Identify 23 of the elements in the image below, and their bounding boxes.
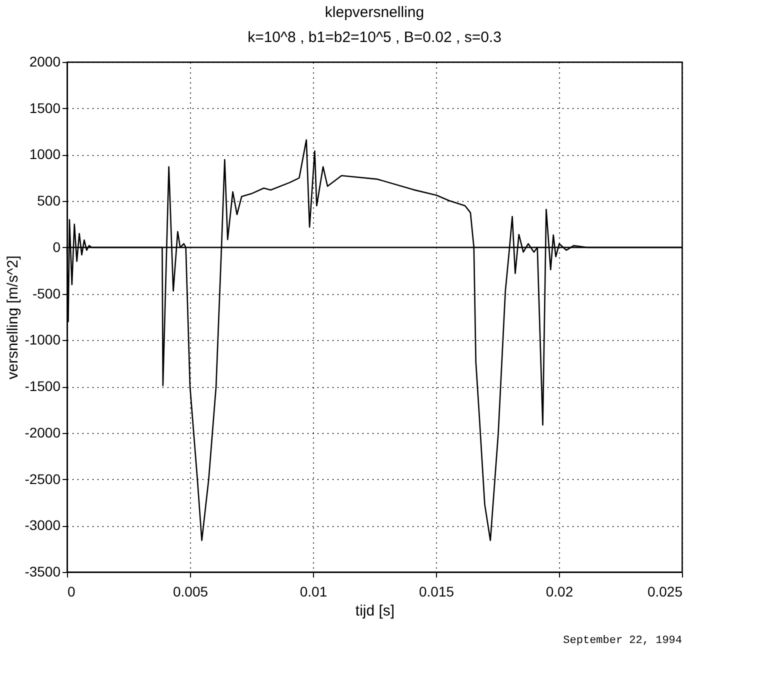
- y-tick-label: -500: [32, 285, 61, 302]
- x-tick-label: 0.01: [300, 584, 328, 600]
- y-tick-label: 0: [52, 238, 61, 255]
- x-tick-label: 0: [68, 584, 76, 600]
- y-axis-title: versnelling [m/s^2]: [4, 256, 22, 380]
- chart-title: klepversnelling: [324, 4, 424, 21]
- chart-subtitle: k=10^8 , b1=b2=10^5 , B=0.02 , s=0.3: [248, 29, 502, 46]
- y-tick-label: -1000: [24, 332, 61, 348]
- x-tick-label: 0.025: [647, 584, 683, 600]
- x-tick-label: 0.015: [418, 584, 454, 600]
- x-tick-label: 0.02: [546, 584, 574, 600]
- x-axis-title: tijd [s]: [355, 602, 395, 620]
- y-tick-label: 1500: [29, 100, 61, 116]
- x-tick-label: 0.005: [172, 584, 208, 600]
- y-tick-label: -3500: [24, 564, 61, 580]
- y-tick-label: 1000: [29, 146, 61, 162]
- y-tick-label: -1500: [24, 378, 61, 394]
- y-tick-label: 500: [37, 192, 61, 209]
- y-tick-label: -3000: [24, 517, 61, 534]
- y-tick-label: -2000: [24, 424, 61, 440]
- text: September 22, 1994: [563, 635, 682, 647]
- y-tick-label: 2000: [29, 54, 61, 70]
- y-tick-label: -2500: [24, 470, 61, 487]
